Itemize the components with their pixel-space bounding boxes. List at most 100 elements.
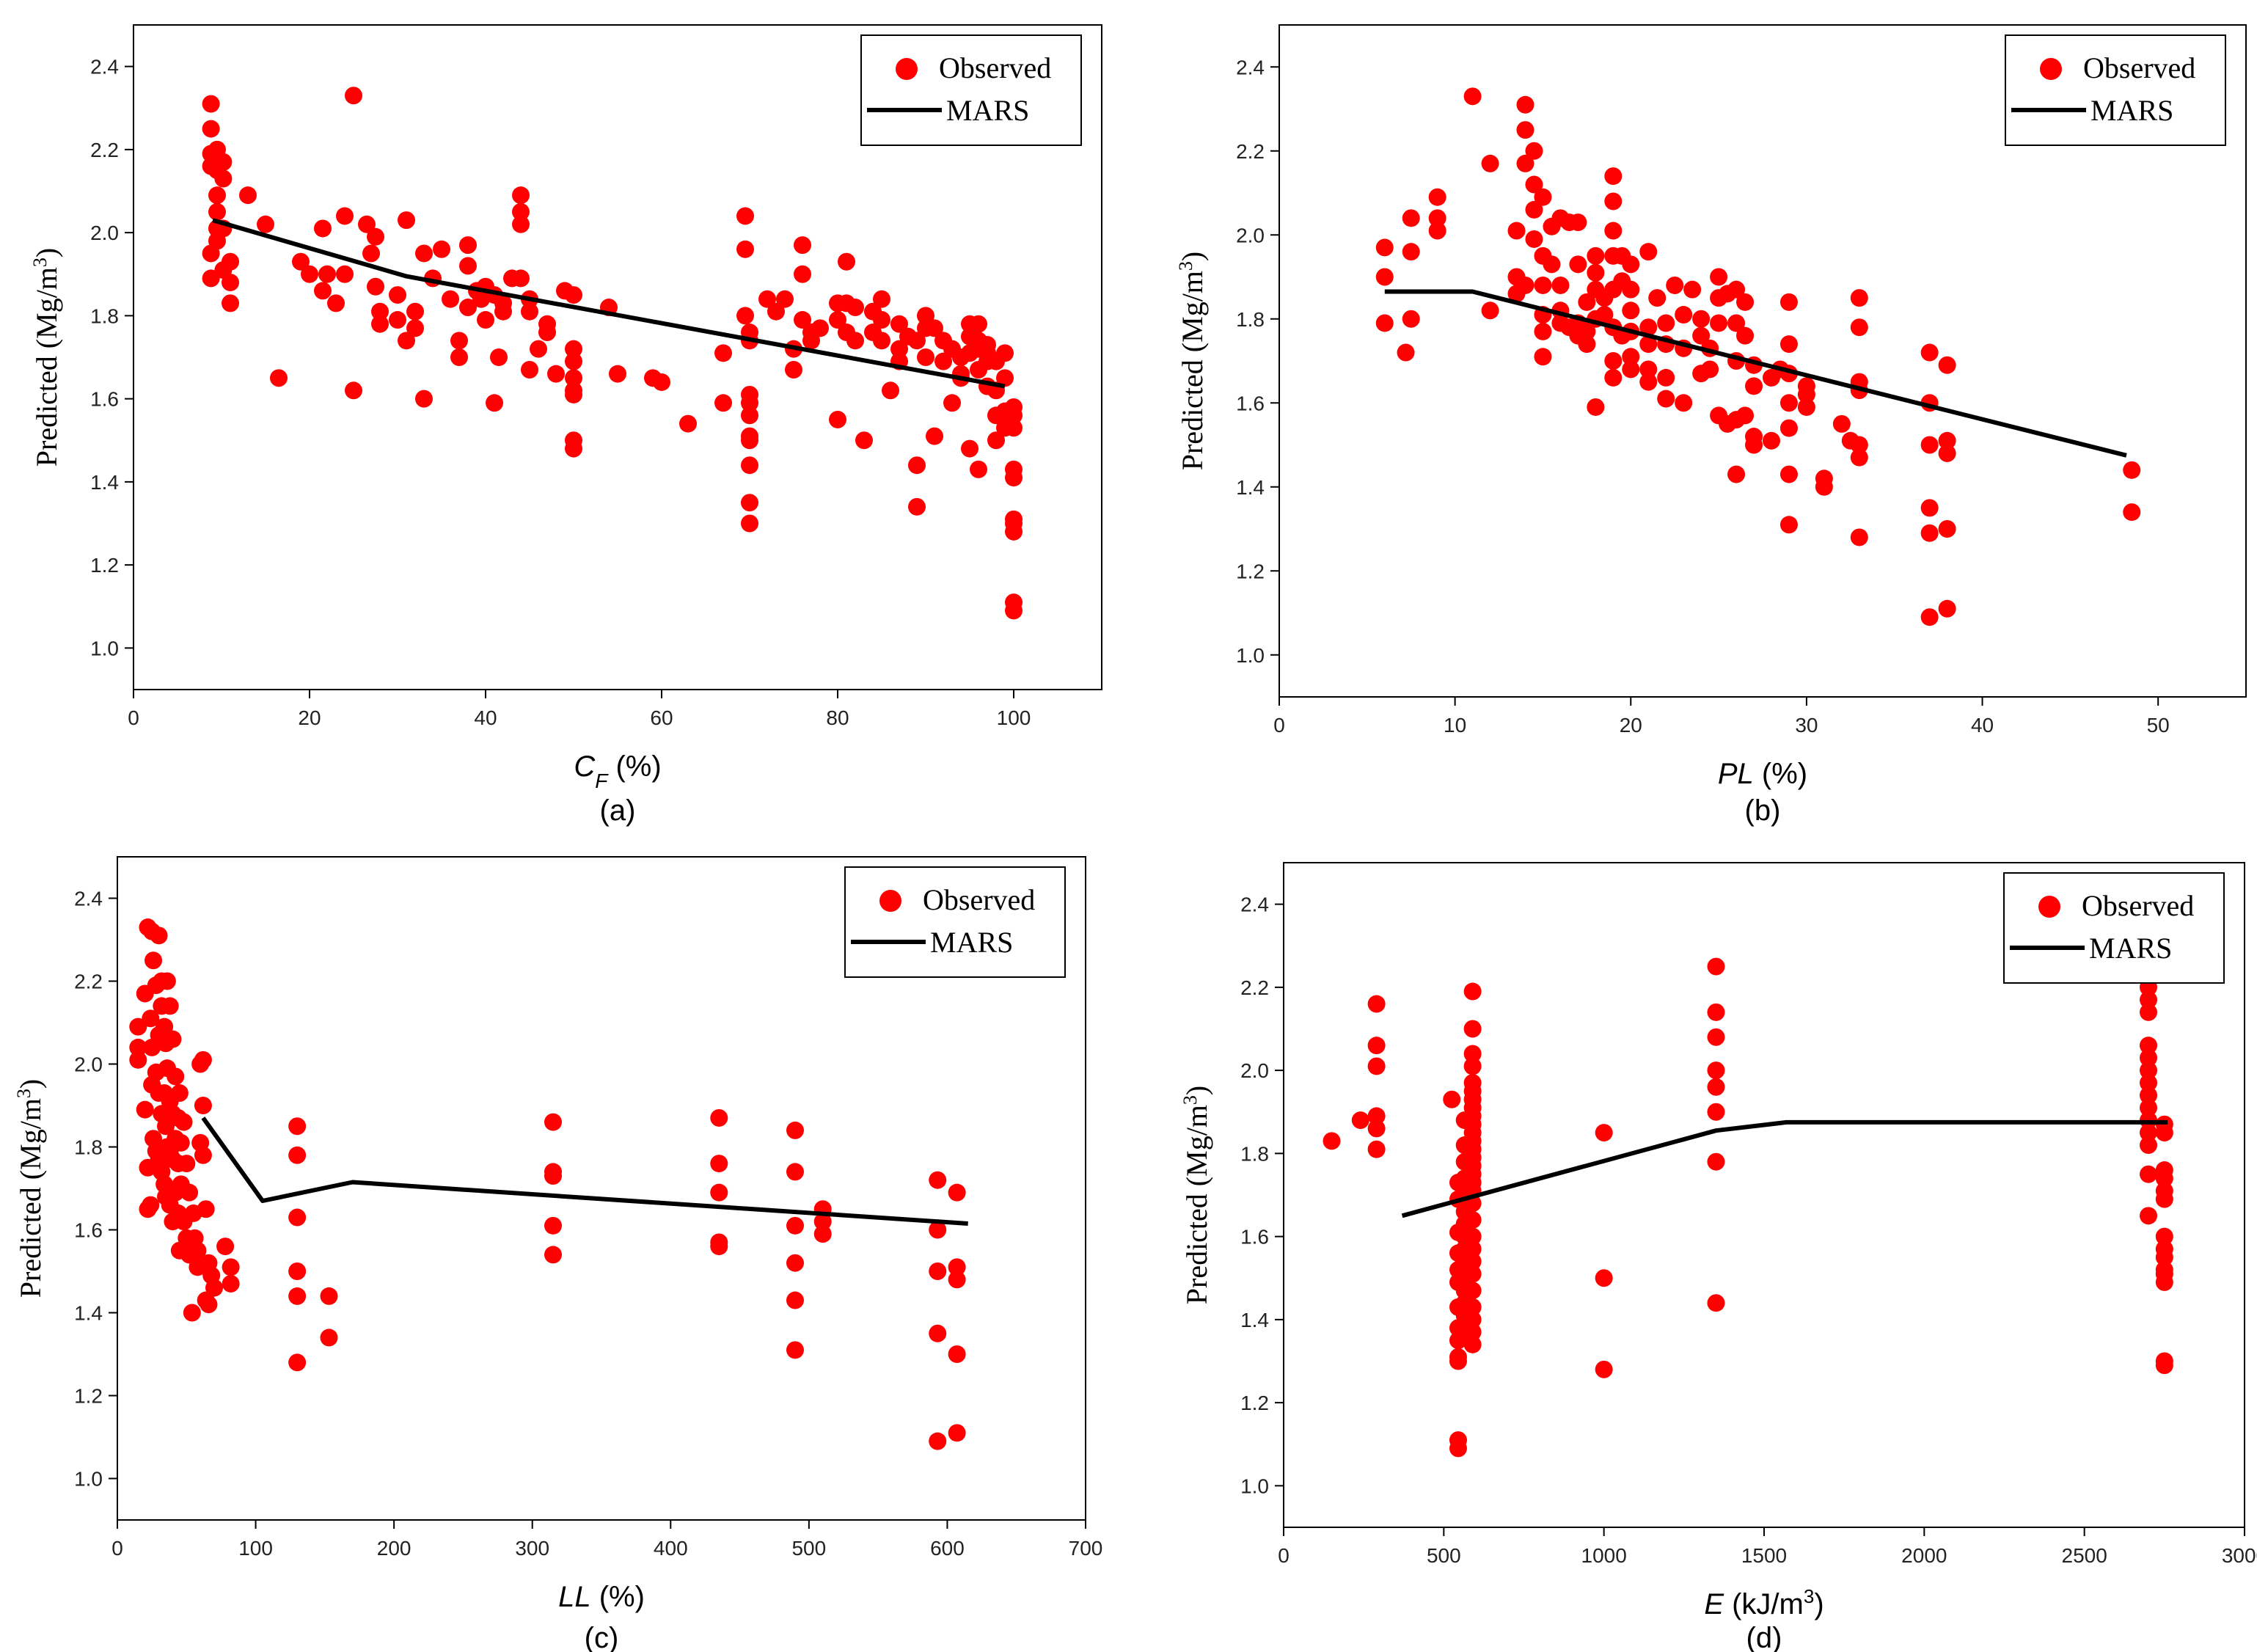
observed-point <box>314 219 332 238</box>
observed-point <box>948 1271 966 1289</box>
observed-point <box>345 87 362 105</box>
observed-point <box>786 1216 804 1235</box>
mars-line <box>201 1116 968 1226</box>
observed-point <box>1648 289 1667 307</box>
observed-point <box>1578 335 1596 354</box>
observed-point <box>1375 314 1394 332</box>
observed-point <box>1463 1252 1482 1271</box>
observed-point <box>175 1113 193 1131</box>
observed-point <box>786 1291 804 1309</box>
legend-mars-label: MARS <box>930 926 1013 959</box>
observed-point <box>1938 431 1956 450</box>
observed-point <box>136 1100 154 1119</box>
legend-observed-label: Observed <box>2082 889 2194 922</box>
observed-point <box>442 290 459 308</box>
observed-point <box>1707 1103 1725 1121</box>
observed-point <box>145 951 163 970</box>
observed-point <box>2140 1165 2157 1183</box>
observed-point <box>1850 289 1868 307</box>
y-axis-title-a: Predicted (Mg/m3) <box>29 248 64 467</box>
observed-point <box>1707 1003 1725 1021</box>
observed-point <box>1516 95 1534 114</box>
observed-point <box>1463 1265 1482 1283</box>
observed-point <box>908 332 926 350</box>
observed-point <box>415 390 433 408</box>
observed-point <box>1604 192 1623 211</box>
observed-point <box>996 369 1014 387</box>
observed-point <box>565 439 582 458</box>
x-axis-title-c: LL (%) <box>558 1581 645 1613</box>
y-tick-label-c: 2.4 <box>74 888 103 910</box>
x-tick-label-a: 40 <box>474 706 497 729</box>
observed-point <box>1578 293 1596 311</box>
legend-observed-marker <box>896 58 918 80</box>
x-tick-label-c: 400 <box>654 1537 688 1560</box>
observed-point <box>2140 1086 2157 1105</box>
observed-point <box>156 1017 174 1036</box>
observed-point <box>222 252 239 271</box>
observed-point <box>257 215 274 233</box>
observed-point <box>202 120 220 138</box>
y-tick-label-a: 1.2 <box>90 554 119 577</box>
legend-a: Observed MARS <box>860 34 1082 146</box>
y-tick-label-a: 1.0 <box>90 637 119 659</box>
observed-point <box>129 1017 147 1036</box>
observed-point <box>929 1221 947 1239</box>
observed-point <box>1710 268 1728 286</box>
observed-point <box>1428 209 1446 227</box>
observed-point <box>1463 1282 1482 1300</box>
observed-point <box>433 240 450 258</box>
observed-point <box>1367 995 1386 1013</box>
observed-point <box>1005 602 1023 620</box>
y-tick-label-b: 1.2 <box>1236 560 1265 582</box>
observed-point <box>222 1258 240 1276</box>
observed-point <box>222 274 239 292</box>
observed-point <box>167 1067 185 1086</box>
observed-point <box>239 186 257 205</box>
legend-observed-marker <box>2038 896 2060 918</box>
panel-a: 1.0 1.2 1.4 1.6 1.8 2.0 2.2 2.4 0 20 40 60 80 100 Pred… <box>29 24 1102 827</box>
legend-box <box>2005 34 2226 146</box>
y-tick-label-d: 1.4 <box>1240 1309 1269 1331</box>
legend-c: Observed MARS <box>844 866 1066 978</box>
observed-point <box>1005 469 1023 487</box>
observed-point <box>2140 1061 2157 1080</box>
observed-point <box>1005 406 1023 425</box>
observed-point <box>565 340 582 358</box>
observed-point <box>565 369 582 387</box>
panel-b: 1.0 1.2 1.4 1.6 1.8 2.0 2.2 2.4 0 10 20 30 40 50 Predi… <box>1175 24 2247 827</box>
observed-point <box>2123 461 2141 479</box>
observed-point <box>288 1353 307 1372</box>
observed-point <box>521 302 538 321</box>
observed-point <box>1463 1240 1482 1258</box>
observed-point <box>161 997 179 1015</box>
observed-point <box>565 286 582 304</box>
observed-point <box>786 1254 804 1272</box>
legend-mars-label: MARS <box>2090 94 2173 127</box>
observed-point <box>216 1238 235 1256</box>
y-tick-label-d: 2.4 <box>1240 893 1269 916</box>
observed-point <box>565 385 582 403</box>
observed-point <box>2140 1074 2157 1092</box>
observed-point <box>934 352 952 370</box>
observed-point <box>2140 1207 2157 1225</box>
observed-point <box>415 244 433 263</box>
observed-point <box>1525 230 1543 248</box>
observed-point <box>371 302 389 321</box>
x-tick-label-a: 0 <box>128 706 139 729</box>
observed-point <box>802 332 820 350</box>
observed-point <box>512 215 530 233</box>
observed-point <box>1850 528 1868 547</box>
observed-point <box>1578 322 1596 340</box>
observed-point <box>2155 1273 2173 1291</box>
observed-point <box>1622 255 1640 274</box>
observed-point <box>948 1345 966 1363</box>
observed-point <box>1657 368 1675 387</box>
observed-point <box>314 282 332 300</box>
observed-point <box>1428 188 1446 206</box>
observed-point <box>1727 465 1746 483</box>
observed-point <box>710 1183 728 1202</box>
plot-frame-b <box>1279 24 2247 698</box>
observed-point <box>679 414 697 433</box>
